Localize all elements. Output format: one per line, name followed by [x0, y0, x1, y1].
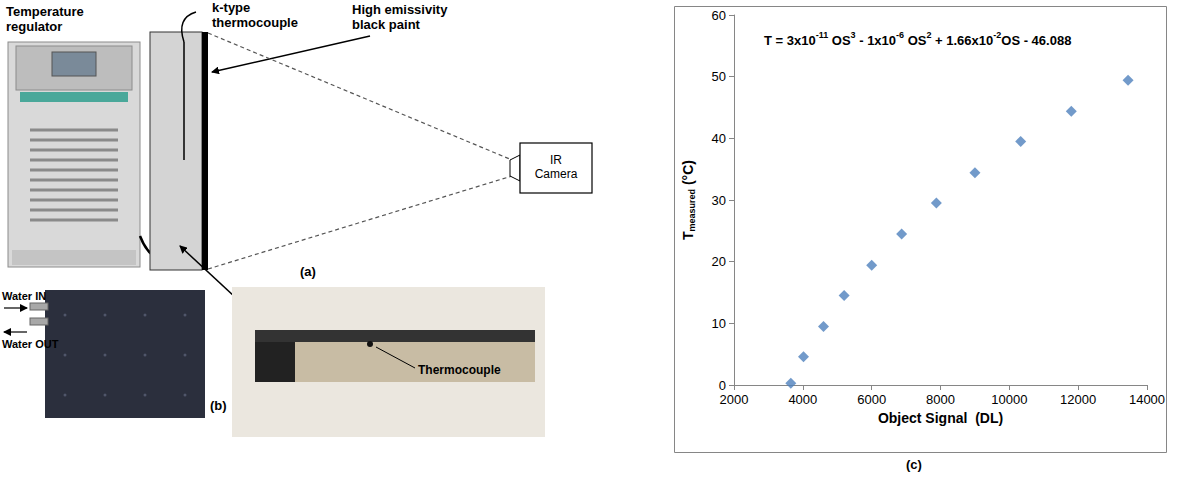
svg-text:T: T — [679, 231, 696, 240]
svg-text:Water IN: Water IN — [2, 290, 46, 302]
svg-text:10: 10 — [712, 316, 726, 331]
svg-text:Water OUT: Water OUT — [2, 338, 59, 350]
svg-text:12000: 12000 — [1060, 392, 1096, 407]
svg-text:(b): (b) — [210, 398, 227, 413]
svg-text:-2: -2 — [993, 30, 1001, 40]
svg-text:2: 2 — [926, 29, 932, 40]
svg-text:Temperatureregulator: Temperatureregulator — [6, 4, 84, 34]
svg-text:Thermocouple: Thermocouple — [418, 363, 501, 377]
svg-text:measured: measured — [687, 189, 697, 232]
svg-text:k-typethermocouple: k-typethermocouple — [212, 0, 298, 30]
svg-text:2000: 2000 — [720, 392, 749, 407]
svg-text:+ 1.66x10: + 1.66x10 — [931, 33, 993, 48]
svg-text:High emissivityblack paint: High emissivityblack paint — [352, 2, 448, 32]
svg-text:-11: -11 — [816, 30, 829, 40]
svg-text:OS: OS — [904, 33, 927, 48]
svg-text:OS - 46.088: OS - 46.088 — [1001, 33, 1071, 48]
svg-text:T = 3x10: T = 3x10 — [764, 33, 816, 48]
svg-text:50: 50 — [712, 69, 726, 84]
svg-text:-6: -6 — [896, 30, 904, 40]
svg-text:3: 3 — [850, 29, 856, 40]
svg-text:30: 30 — [712, 193, 726, 208]
svg-text:40: 40 — [712, 131, 726, 146]
svg-text:IRCamera: IRCamera — [535, 153, 578, 181]
svg-text:- 1x10: - 1x10 — [856, 33, 896, 48]
svg-text:20: 20 — [712, 254, 726, 269]
svg-text:10000: 10000 — [991, 392, 1027, 407]
svg-text:14000: 14000 — [1129, 392, 1165, 407]
svg-text:60: 60 — [712, 8, 726, 23]
svg-text:(°C): (°C) — [680, 160, 696, 189]
svg-text:Object Signal (DL): Object Signal (DL) — [878, 410, 1003, 426]
svg-text:8000: 8000 — [926, 392, 955, 407]
svg-text:(c): (c) — [906, 457, 922, 472]
svg-text:(a): (a) — [300, 264, 316, 279]
svg-text:4000: 4000 — [788, 392, 817, 407]
svg-text:OS: OS — [828, 33, 851, 48]
svg-text:6000: 6000 — [857, 392, 886, 407]
svg-text:0: 0 — [719, 378, 726, 393]
